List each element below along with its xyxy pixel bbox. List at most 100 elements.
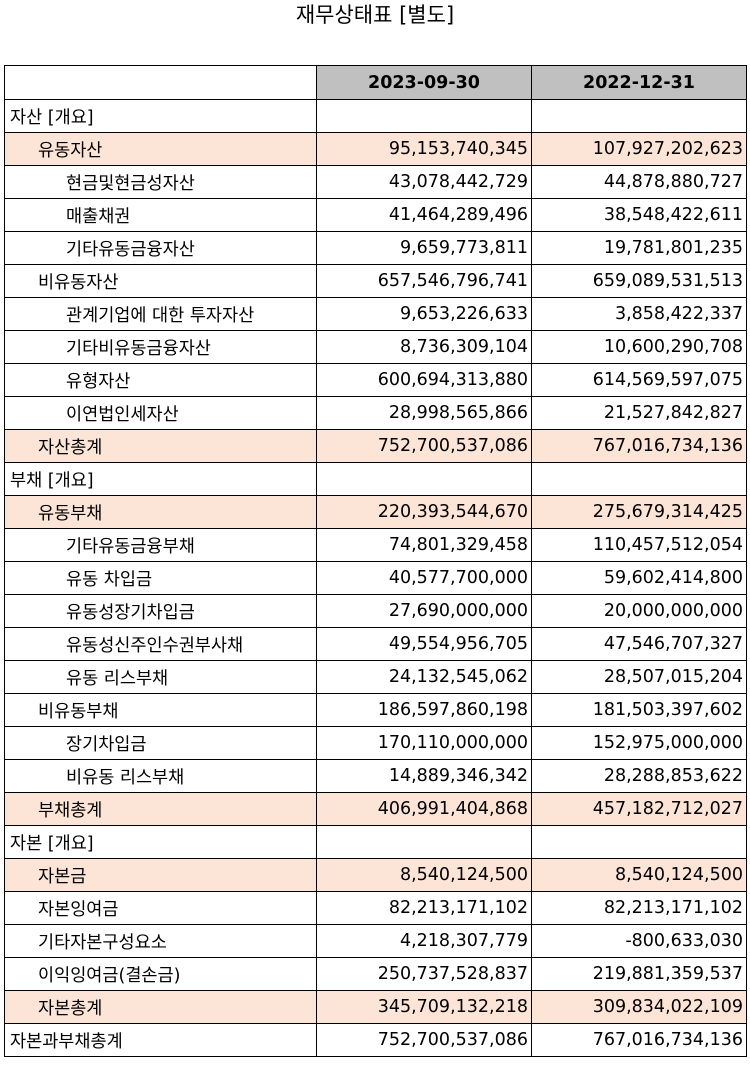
value-2022-12-31: 21,527,842,827: [531, 396, 747, 430]
value-2022-12-31: 28,507,015,204: [531, 660, 747, 694]
value-2023-09-30: 43,078,442,729: [316, 165, 532, 199]
balance-sheet-table: 2023-09-30 2022-12-31 자산 [개요] 유동자산 95,153,…: [4, 65, 747, 1057]
value-2023-09-30: 27,690,000,000: [316, 594, 532, 628]
value-2023-09-30: [316, 462, 532, 496]
value-2022-12-31: [531, 462, 747, 496]
table-row: 비유동부채 186,597,860,198 181,503,397,602: [4, 693, 747, 727]
row-label: 자산 [개요]: [4, 99, 317, 133]
value-2023-09-30: 28,998,565,866: [316, 396, 532, 430]
table-row: 자본총계 345,709,132,218 309,834,022,109: [4, 990, 747, 1024]
value-2022-12-31: 19,781,801,235: [531, 231, 747, 265]
value-2022-12-31: 8,540,124,500: [531, 858, 747, 892]
row-label: 기타자본구성요소: [4, 924, 317, 958]
row-label: 기타유동금융부채: [4, 528, 317, 562]
table-row: 유동성장기차입금 27,690,000,000 20,000,000,000: [4, 594, 747, 628]
value-2023-09-30: 406,991,404,868: [316, 792, 532, 826]
table-row: 자산총계 752,700,537,086 767,016,734,136: [4, 429, 747, 463]
value-2022-12-31: -800,633,030: [531, 924, 747, 958]
table-row: 비유동 리스부채 14,889,346,342 28,288,853,622: [4, 759, 747, 793]
table-row: 자본잉여금 82,213,171,102 82,213,171,102: [4, 891, 747, 925]
row-label: 관계기업에 대한 투자자산: [4, 297, 317, 331]
row-label: 현금및현금성자산: [4, 165, 317, 199]
row-label: 자본총계: [4, 990, 317, 1024]
table-row: 부채총계 406,991,404,868 457,182,712,027: [4, 792, 747, 826]
row-label: 기타유동금융자산: [4, 231, 317, 265]
table-row: 현금및현금성자산 43,078,442,729 44,878,880,727: [4, 165, 747, 199]
value-2023-09-30: 14,889,346,342: [316, 759, 532, 793]
table-row: 유형자산 600,694,313,880 614,569,597,075: [4, 363, 747, 397]
row-label: 자본잉여금: [4, 891, 317, 925]
value-2023-09-30: 8,736,309,104: [316, 330, 532, 364]
value-2022-12-31: 59,602,414,800: [531, 561, 747, 595]
row-label: 유동 리스부채: [4, 660, 317, 694]
row-label: 유동부채: [4, 495, 317, 529]
row-label: 비유동자산: [4, 264, 317, 298]
value-2023-09-30: 4,218,307,779: [316, 924, 532, 958]
row-label: 부채 [개요]: [4, 462, 317, 496]
table-row: 기타유동금융부채 74,801,329,458 110,457,512,054: [4, 528, 747, 562]
value-2022-12-31: 28,288,853,622: [531, 759, 747, 793]
value-2023-09-30: 600,694,313,880: [316, 363, 532, 397]
value-2023-09-30: 9,653,226,633: [316, 297, 532, 331]
row-label: 자산총계: [4, 429, 317, 463]
table-row: 유동자산 95,153,740,345 107,927,202,623: [4, 132, 747, 166]
row-label: 이연법인세자산: [4, 396, 317, 430]
table-row: 유동 차입금 40,577,700,000 59,602,414,800: [4, 561, 747, 595]
value-2023-09-30: 41,464,289,496: [316, 198, 532, 232]
value-2023-09-30: [316, 825, 532, 859]
header-date-prior: 2022-12-31: [531, 65, 747, 100]
table-row: 유동부채 220,393,544,670 275,679,314,425: [4, 495, 747, 529]
value-2022-12-31: 107,927,202,623: [531, 132, 747, 166]
value-2023-09-30: 345,709,132,218: [316, 990, 532, 1024]
row-label: 장기차입금: [4, 726, 317, 760]
table-row: 유동성신주인수권부사채 49,554,956,705 47,546,707,327: [4, 627, 747, 661]
table-row: 기타유동금융자산 9,659,773,811 19,781,801,235: [4, 231, 747, 265]
value-2023-09-30: 186,597,860,198: [316, 693, 532, 727]
value-2023-09-30: 752,700,537,086: [316, 429, 532, 463]
value-2022-12-31: 20,000,000,000: [531, 594, 747, 628]
row-label: 매출채권: [4, 198, 317, 232]
table-row: 부채 [개요]: [4, 462, 747, 496]
value-2022-12-31: 659,089,531,513: [531, 264, 747, 298]
table-row: 매출채권 41,464,289,496 38,548,422,611: [4, 198, 747, 232]
value-2022-12-31: 767,016,734,136: [531, 429, 747, 463]
row-label: 유동자산: [4, 132, 317, 166]
value-2023-09-30: 250,737,528,837: [316, 957, 532, 991]
value-2022-12-31: 110,457,512,054: [531, 528, 747, 562]
row-label: 유형자산: [4, 363, 317, 397]
value-2022-12-31: 614,569,597,075: [531, 363, 747, 397]
value-2023-09-30: 220,393,544,670: [316, 495, 532, 529]
value-2022-12-31: 309,834,022,109: [531, 990, 747, 1024]
header-date-current: 2023-09-30: [316, 65, 532, 100]
row-label: 부채총계: [4, 792, 317, 826]
value-2022-12-31: [531, 99, 747, 133]
row-label: 자본과부채총계: [4, 1023, 317, 1057]
value-2023-09-30: [316, 99, 532, 133]
value-2022-12-31: 47,546,707,327: [531, 627, 747, 661]
table-row: 기타비유동금융자산 8,736,309,104 10,600,290,708: [4, 330, 747, 364]
value-2022-12-31: 38,548,422,611: [531, 198, 747, 232]
value-2023-09-30: 24,132,545,062: [316, 660, 532, 694]
value-2022-12-31: [531, 825, 747, 859]
value-2023-09-30: 9,659,773,811: [316, 231, 532, 265]
value-2023-09-30: 40,577,700,000: [316, 561, 532, 595]
value-2023-09-30: 74,801,329,458: [316, 528, 532, 562]
value-2022-12-31: 275,679,314,425: [531, 495, 747, 529]
value-2023-09-30: 82,213,171,102: [316, 891, 532, 925]
row-label: 유동성장기차입금: [4, 594, 317, 628]
row-label: 비유동 리스부채: [4, 759, 317, 793]
value-2022-12-31: 219,881,359,537: [531, 957, 747, 991]
value-2023-09-30: 8,540,124,500: [316, 858, 532, 892]
value-2023-09-30: 752,700,537,086: [316, 1023, 532, 1057]
value-2023-09-30: 95,153,740,345: [316, 132, 532, 166]
table-row: 유동 리스부채 24,132,545,062 28,507,015,204: [4, 660, 747, 694]
value-2022-12-31: 767,016,734,136: [531, 1023, 747, 1057]
value-2022-12-31: 181,503,397,602: [531, 693, 747, 727]
row-label: 기타비유동금융자산: [4, 330, 317, 364]
table-row: 이익잉여금(결손금) 250,737,528,837 219,881,359,537: [4, 957, 747, 991]
value-2022-12-31: 10,600,290,708: [531, 330, 747, 364]
table-row: 비유동자산 657,546,796,741 659,089,531,513: [4, 264, 747, 298]
value-2022-12-31: 44,878,880,727: [531, 165, 747, 199]
table-row: 자산 [개요]: [4, 99, 747, 133]
value-2022-12-31: 457,182,712,027: [531, 792, 747, 826]
